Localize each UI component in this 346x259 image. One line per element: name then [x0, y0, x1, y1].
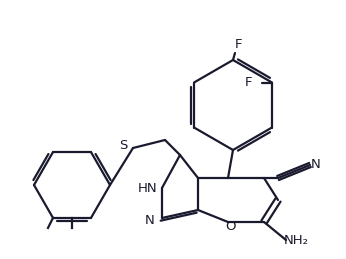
Text: F: F [234, 38, 242, 51]
Text: F: F [245, 76, 252, 89]
Text: N: N [311, 159, 321, 171]
Text: NH₂: NH₂ [283, 234, 309, 247]
Text: N: N [144, 213, 154, 227]
Text: HN: HN [138, 182, 158, 195]
Text: O: O [225, 219, 235, 233]
Text: S: S [119, 139, 127, 152]
